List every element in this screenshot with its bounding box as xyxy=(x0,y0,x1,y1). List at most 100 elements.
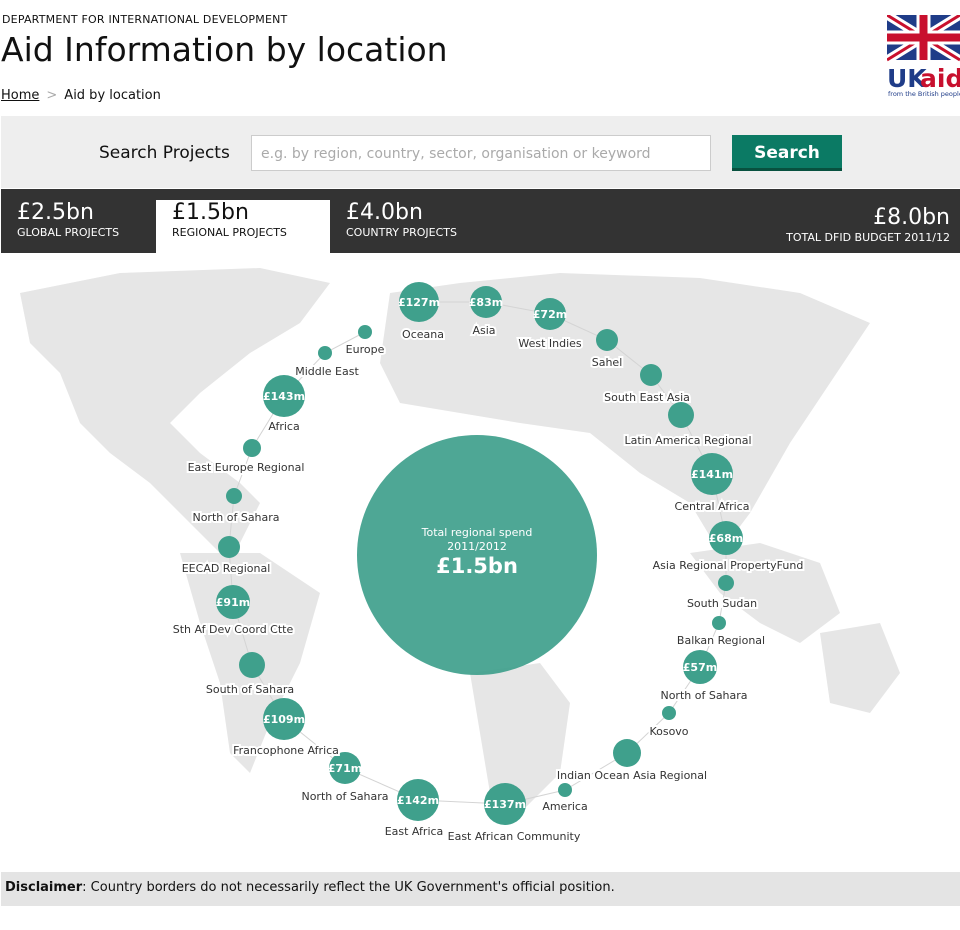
total-amount: £8.0bn xyxy=(873,205,950,230)
region-label: Europe xyxy=(346,343,385,356)
region-label: Balkan Regional xyxy=(677,634,765,647)
region-amount: £143m xyxy=(263,390,305,403)
region-amount: £72m xyxy=(533,308,567,321)
region-node[interactable]: East Europe Regional xyxy=(186,439,306,476)
region-node[interactable]: £142m East Africa xyxy=(383,779,445,840)
region-node[interactable]: South of Sahara xyxy=(204,652,296,698)
region-node[interactable]: South Sudan xyxy=(685,575,759,612)
logo: UK aid from the British people xyxy=(887,15,960,98)
department: DEPARTMENT FOR INTERNATIONAL DEVELOPMENT xyxy=(2,13,288,26)
region-label: America xyxy=(542,800,587,813)
region-node[interactable]: £91m Sth Af Dev Coord Ctte xyxy=(171,585,295,638)
region-node[interactable]: Europe xyxy=(344,325,387,358)
map: £127m Oceana £83m Asia £72m West Indies Sahel S… xyxy=(20,268,900,845)
search-label: Search Projects xyxy=(99,143,230,163)
region-node[interactable]: Indian Ocean Asia Regional xyxy=(555,739,709,784)
region-bubble xyxy=(318,346,332,360)
region-bubble xyxy=(358,325,372,339)
region-amount: £109m xyxy=(263,713,305,726)
region-amount: £141m xyxy=(691,468,733,481)
center-period: 2011/2012 xyxy=(447,540,507,553)
region-amount: £127m xyxy=(398,296,440,309)
breadcrumb: Home > Aid by location xyxy=(1,88,161,103)
region-label: North of Sahara xyxy=(192,511,279,524)
page-title: Aid Information by location xyxy=(1,30,448,69)
region-node[interactable]: America xyxy=(540,783,590,815)
tab-label: REGIONAL PROJECTS xyxy=(172,226,287,239)
region-amount: £142m xyxy=(397,794,439,807)
region-label: East African Community xyxy=(448,830,581,843)
region-node[interactable]: Middle East xyxy=(293,346,361,380)
region-node[interactable]: £109m Francophone Africa xyxy=(231,698,341,759)
region-label: Oceana xyxy=(402,328,444,341)
breadcrumb-link[interactable]: Home xyxy=(1,88,40,103)
region-node[interactable]: Sahel xyxy=(590,329,624,371)
tab-amount: £4.0bn xyxy=(346,200,423,225)
region-bubble xyxy=(239,652,265,678)
region-amount: £83m xyxy=(469,296,503,309)
center-caption: Total regional spend xyxy=(421,526,533,539)
region-label: Francophone Africa xyxy=(233,744,339,757)
logo-aid: aid xyxy=(920,64,960,93)
region-amount: £57m xyxy=(683,661,717,674)
region-node[interactable]: £68m Asia Regional PropertyFund xyxy=(651,521,805,574)
region-bubble xyxy=(218,536,240,558)
tab[interactable]: £2.5bn GLOBAL PROJECTS xyxy=(1,200,156,253)
region-node[interactable]: £143m Africa xyxy=(263,375,305,435)
tab[interactable]: £4.0bn COUNTRY PROJECTS xyxy=(330,200,530,253)
region-bubble xyxy=(558,783,572,797)
region-label: South East Asia xyxy=(604,391,690,404)
region-label: Sth Af Dev Coord Ctte xyxy=(173,623,294,636)
region-node[interactable]: South East Asia xyxy=(602,364,692,406)
region-node[interactable]: £57m North of Sahara xyxy=(658,650,750,704)
disclaimer: Disclaimer: Country borders do not neces… xyxy=(1,872,960,906)
region-bubble xyxy=(263,375,305,417)
region-label: West Indies xyxy=(518,337,582,350)
region-label: Kosovo xyxy=(649,725,688,738)
region-node[interactable]: North of Sahara xyxy=(190,488,282,526)
search-button[interactable]: Search xyxy=(732,135,842,171)
region-node[interactable]: £71m North of Sahara xyxy=(299,752,391,805)
tab[interactable]: £1.5bn REGIONAL PROJECTS xyxy=(156,200,330,253)
region-label: South of Sahara xyxy=(206,683,294,696)
region-amount: £137m xyxy=(484,798,526,811)
region-node[interactable]: £127m Oceana xyxy=(398,282,446,343)
region-node[interactable]: £83m Asia xyxy=(469,286,503,339)
tab-amount: £1.5bn xyxy=(172,200,249,225)
center-amount: £1.5bn xyxy=(436,554,518,578)
region-node[interactable]: Latin America Regional xyxy=(622,402,754,449)
region-bubble xyxy=(243,439,261,457)
region-amount: £91m xyxy=(216,596,250,609)
region-bubble xyxy=(712,616,726,630)
total-label: TOTAL DFID BUDGET 2011/12 xyxy=(786,231,950,244)
region-bubble xyxy=(640,364,662,386)
total-budget: £8.0bn TOTAL DFID BUDGET 2011/12 xyxy=(786,205,950,244)
region-label: Indian Ocean Asia Regional xyxy=(557,769,707,782)
region-bubble xyxy=(534,298,566,330)
region-node[interactable]: £141m Central Africa xyxy=(673,453,751,515)
region-label: East Europe Regional xyxy=(188,461,305,474)
region-label: North of Sahara xyxy=(660,689,747,702)
region-label: EECAD Regional xyxy=(182,562,271,575)
region-node[interactable]: Kosovo xyxy=(647,706,691,740)
total-bubble xyxy=(357,435,597,675)
region-node[interactable]: Balkan Regional xyxy=(675,616,767,649)
region-node[interactable]: £137m East African Community xyxy=(446,783,583,845)
world-map xyxy=(20,268,900,813)
region-node[interactable]: £72m West Indies xyxy=(516,298,584,352)
tab-label: COUNTRY PROJECTS xyxy=(346,226,458,239)
region-node[interactable]: EECAD Regional xyxy=(180,536,272,577)
region-bubble xyxy=(613,739,641,767)
region-label: Asia xyxy=(472,324,495,337)
search-input[interactable]: e.g. by region, country, sector, organis… xyxy=(251,135,711,171)
region-bubble xyxy=(709,521,743,555)
region-bubble xyxy=(216,585,250,619)
region-bubble xyxy=(662,706,676,720)
region-bubble xyxy=(226,488,242,504)
region-bubble xyxy=(329,752,361,784)
region-amount: £68m xyxy=(709,532,743,545)
region-label: Asia Regional PropertyFund xyxy=(653,559,804,572)
region-bubble xyxy=(718,575,734,591)
region-bubble xyxy=(397,779,439,821)
